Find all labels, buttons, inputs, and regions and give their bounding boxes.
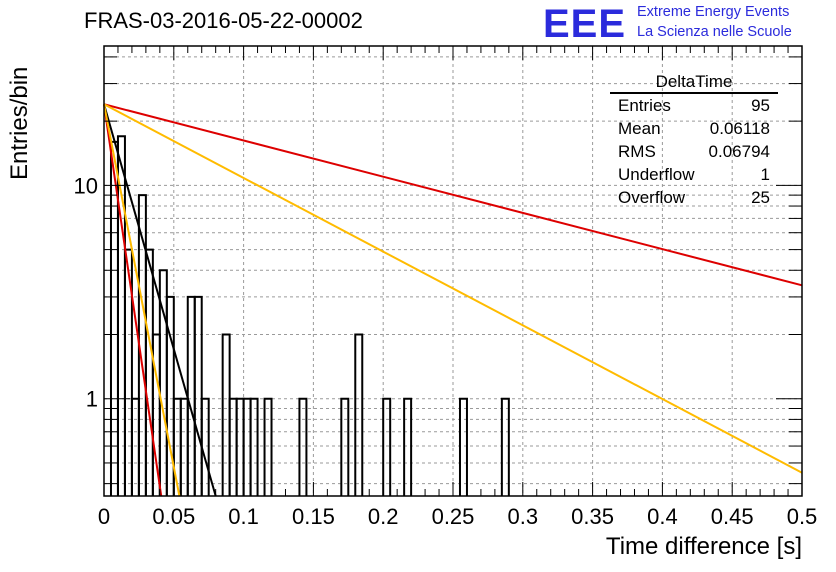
stats-label: Entries (618, 96, 671, 115)
chart-title: FRAS-03-2016-05-22-00002 (84, 8, 363, 33)
histogram-bar (458, 397, 468, 496)
histogram-bar (123, 248, 133, 496)
fit-curve (103, 103, 217, 497)
histogram-bar (500, 397, 510, 496)
stats-row-underflow: Underflow 1 (610, 163, 778, 186)
x-tick-label: 0.3 (508, 504, 539, 529)
stats-row-entries: Entries 95 (610, 94, 778, 117)
stats-label: Mean (618, 119, 661, 138)
histogram-bar (221, 333, 231, 496)
x-tick-label: 0.5 (787, 504, 818, 529)
stats-label: Overflow (618, 188, 686, 207)
histogram-bar (298, 397, 308, 496)
logo-caption-line2: La Scienza nelle Scuole (637, 24, 792, 40)
histogram-bar (193, 295, 203, 496)
histogram-bar (382, 397, 392, 496)
fit-curve (103, 104, 163, 497)
histogram-bar (130, 397, 140, 496)
stats-value: 0.06794 (708, 142, 770, 161)
histogram-bar (186, 295, 196, 496)
fit-curve (103, 103, 803, 287)
x-tick-label: 0 (98, 504, 110, 529)
stats-value: 1 (760, 165, 770, 184)
histogram-bar (249, 397, 259, 496)
histogram-bar (263, 397, 273, 496)
stats-row-rms: RMS 0.06794 (610, 140, 778, 163)
stats-title: DeltaTime (610, 72, 778, 94)
y-tick-label: 1 (86, 387, 98, 412)
eee-logo: EEE (543, 2, 627, 46)
x-tick-label: 0.1 (228, 504, 259, 529)
stats-row-mean: Mean 0.06118 (610, 117, 778, 140)
histogram-bar (403, 397, 413, 496)
stats-value: 95 (751, 96, 770, 115)
stats-value: 25 (751, 188, 770, 207)
histogram-bar (165, 295, 175, 496)
histogram-bar (144, 248, 154, 496)
stats-box: DeltaTime Entries 95 Mean 0.06118 RMS 0.… (610, 72, 778, 209)
stats-value: 0.06118 (709, 119, 770, 138)
x-tick-label: 0.05 (152, 504, 195, 529)
x-tick-label: 0.25 (432, 504, 475, 529)
x-axis-label: Time difference [s] (605, 533, 802, 560)
histogram-bar (340, 397, 350, 496)
histogram-bar (179, 397, 189, 496)
logo-caption-line1: Extreme Energy Events (637, 4, 790, 20)
stats-row-overflow: Overflow 25 (610, 186, 778, 209)
stats-label: RMS (618, 142, 656, 161)
x-tick-label: 0.15 (292, 504, 335, 529)
histogram-bar (242, 397, 252, 496)
histogram-bar (228, 397, 238, 496)
stats-label: Underflow (618, 165, 695, 184)
x-tick-label: 0.2 (368, 504, 399, 529)
x-tick-label: 0.45 (711, 504, 754, 529)
y-axis-label: Entries/bin (6, 66, 33, 180)
y-tick-label: 10 (74, 173, 98, 198)
fit-curve (103, 103, 803, 474)
x-tick-label: 0.4 (647, 504, 678, 529)
histogram-bar (354, 333, 364, 496)
x-tick-label: 0.35 (571, 504, 614, 529)
fit-curve (103, 104, 181, 497)
histogram-bar (235, 397, 245, 496)
